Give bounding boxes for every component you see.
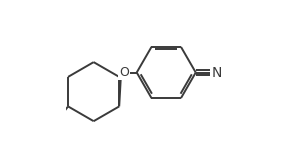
Text: N: N [211,66,222,79]
Text: O: O [119,66,129,79]
